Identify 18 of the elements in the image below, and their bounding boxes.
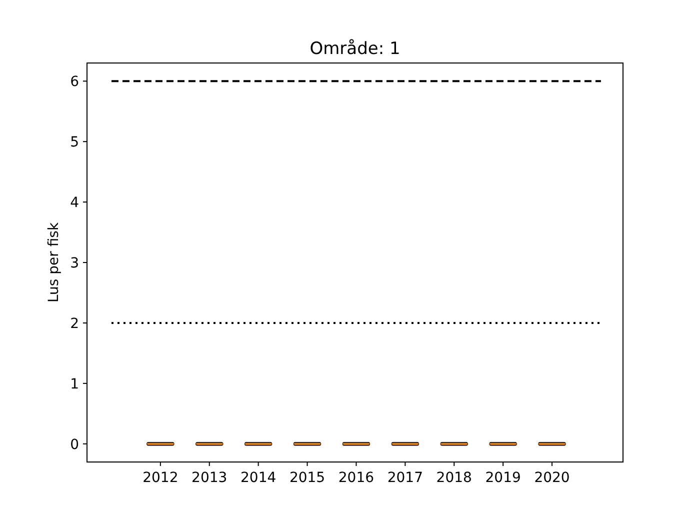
x-tick-label: 2017: [387, 470, 423, 486]
x-tick-label: 2019: [485, 470, 521, 486]
y-tick-label: 3: [70, 255, 79, 272]
y-tick-label: 0: [70, 436, 79, 453]
y-tick-label: 6: [70, 74, 80, 90]
x-tick-label: 2012: [142, 470, 178, 486]
x-tick-label: 2020: [534, 470, 570, 486]
x-tick-label: 2013: [192, 470, 228, 486]
x-tick-label: 2014: [240, 470, 276, 486]
x-tick-label: 2018: [436, 470, 472, 486]
y-tick-label: 1: [70, 376, 79, 392]
y-axis-title: Lus per fisk: [46, 222, 62, 303]
chart-title: Område: 1: [310, 39, 400, 59]
x-tick-label: 2015: [289, 470, 326, 486]
x-tick-label: 2016: [338, 470, 374, 486]
y-tick-label: 2: [70, 316, 79, 332]
y-tick-label: 4: [70, 194, 80, 211]
y-tick-label: 5: [70, 134, 79, 150]
